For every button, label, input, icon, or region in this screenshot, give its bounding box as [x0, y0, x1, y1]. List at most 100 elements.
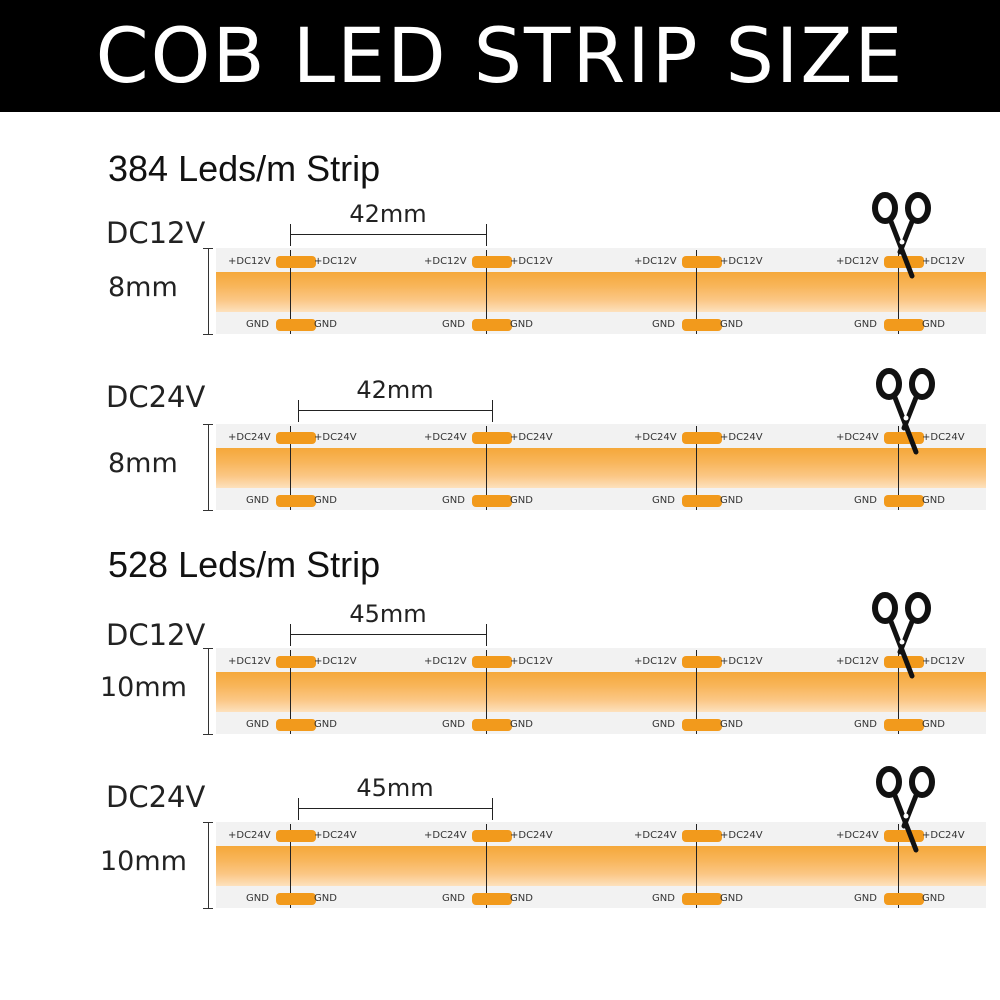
pad-label-ground-right: GND [510, 893, 533, 904]
spacing-dimension-line [298, 808, 492, 809]
voltage-label: DC24V [106, 380, 206, 414]
spacing-dimension-tick-right [486, 624, 487, 646]
cut-line [696, 824, 697, 908]
pad-label-positive-left: +DC24V [634, 830, 677, 841]
pad-label-positive-right: +DC24V [922, 830, 965, 841]
solder-pad-ground [884, 319, 924, 331]
strip-width-label: 10mm [100, 672, 187, 703]
solder-pad-ground [884, 719, 924, 731]
spacing-dimension-tick-left [298, 400, 299, 422]
voltage-label: DC12V [106, 216, 206, 250]
solder-pad-positive [682, 656, 722, 668]
pad-label-ground-right: GND [720, 495, 743, 506]
cut-line [898, 250, 899, 334]
width-bracket-top [203, 424, 213, 425]
pad-label-ground-left: GND [246, 495, 269, 506]
solder-pad-positive [276, 830, 316, 842]
solder-pad-ground [682, 319, 722, 331]
width-bracket-bottom [203, 510, 213, 511]
pad-label-ground-right: GND [314, 319, 337, 330]
pad-label-positive-right: +DC12V [922, 256, 965, 267]
spacing-dimension-tick-right [486, 224, 487, 246]
solder-pad-ground [276, 319, 316, 331]
solder-pad-ground [682, 893, 722, 905]
solder-pad-ground [472, 495, 512, 507]
cut-line [898, 426, 899, 510]
width-bracket-line [208, 648, 209, 734]
pad-label-ground-right: GND [720, 319, 743, 330]
pad-label-ground-right: GND [720, 719, 743, 730]
solder-pad-positive [682, 432, 722, 444]
width-bracket-bottom [203, 908, 213, 909]
spacing-dimension-tick-right [492, 400, 493, 422]
pad-label-positive-left: +DC24V [424, 830, 467, 841]
solder-pad-ground [472, 893, 512, 905]
pad-label-positive-right: +DC12V [720, 656, 763, 667]
led-band [216, 272, 986, 312]
cut-line [290, 824, 291, 908]
scissors-icon [872, 592, 931, 679]
pad-label-ground-left: GND [854, 893, 877, 904]
pad-label-ground-left: GND [854, 495, 877, 506]
pad-label-ground-right: GND [314, 495, 337, 506]
pad-label-positive-left: +DC24V [424, 432, 467, 443]
voltage-label: DC12V [106, 618, 206, 652]
cut-line [898, 650, 899, 734]
pad-label-ground-right: GND [922, 319, 945, 330]
pad-label-ground-left: GND [442, 319, 465, 330]
pad-label-positive-right: +DC12V [510, 256, 553, 267]
pad-label-positive-left: +DC12V [424, 656, 467, 667]
pad-label-ground-left: GND [442, 893, 465, 904]
spacing-dimension-tick-left [298, 798, 299, 820]
cut-line [486, 250, 487, 334]
spacing-dimension-line [290, 234, 486, 235]
pad-label-ground-right: GND [510, 319, 533, 330]
solder-pad-positive [276, 256, 316, 268]
strip-width-label: 8mm [108, 448, 178, 479]
width-bracket-bottom [203, 734, 213, 735]
pad-label-ground-right: GND [510, 719, 533, 730]
pad-label-positive-right: +DC12V [720, 256, 763, 267]
pad-label-ground-left: GND [246, 893, 269, 904]
spacing-dimension-tick-right [492, 798, 493, 820]
solder-pad-ground [276, 719, 316, 731]
strip-width-label: 10mm [100, 846, 187, 877]
pad-label-positive-left: +DC12V [836, 256, 879, 267]
solder-pad-positive [472, 256, 512, 268]
solder-pad-positive [682, 256, 722, 268]
pad-label-positive-right: +DC12V [314, 656, 357, 667]
pad-label-positive-left: +DC12V [634, 656, 677, 667]
section-heading-528: 528 Leds/m Strip [108, 544, 381, 585]
cut-line [486, 426, 487, 510]
pad-label-ground-right: GND [922, 495, 945, 506]
solder-pad-ground [276, 495, 316, 507]
pad-label-positive-left: +DC12V [836, 656, 879, 667]
pad-label-ground-right: GND [314, 719, 337, 730]
pad-label-positive-right: +DC24V [720, 830, 763, 841]
pad-label-ground-left: GND [442, 719, 465, 730]
pad-label-ground-left: GND [246, 719, 269, 730]
pad-label-ground-left: GND [854, 319, 877, 330]
pad-label-positive-left: +DC24V [836, 830, 879, 841]
pad-label-positive-right: +DC24V [510, 432, 553, 443]
spacing-dimension-tick-left [290, 224, 291, 246]
scissors-icon [876, 766, 935, 853]
pad-label-positive-left: +DC12V [634, 256, 677, 267]
section-heading-384: 384 Leds/m Strip [108, 148, 381, 189]
led-band [216, 448, 986, 488]
pad-label-ground-left: GND [652, 319, 675, 330]
cut-line [486, 650, 487, 734]
solder-pad-ground [884, 893, 924, 905]
pad-label-ground-left: GND [652, 893, 675, 904]
title-banner: COB LED STRIP SIZE [0, 0, 1000, 112]
pad-label-ground-left: GND [854, 719, 877, 730]
voltage-label: DC24V [106, 780, 206, 814]
pad-label-ground-right: GND [922, 893, 945, 904]
pad-label-ground-left: GND [246, 319, 269, 330]
cut-line [696, 250, 697, 334]
pad-label-ground-right: GND [720, 893, 743, 904]
pad-label-positive-right: +DC24V [314, 432, 357, 443]
cut-line [898, 824, 899, 908]
pad-label-positive-left: +DC24V [228, 432, 271, 443]
width-bracket-top [203, 648, 213, 649]
